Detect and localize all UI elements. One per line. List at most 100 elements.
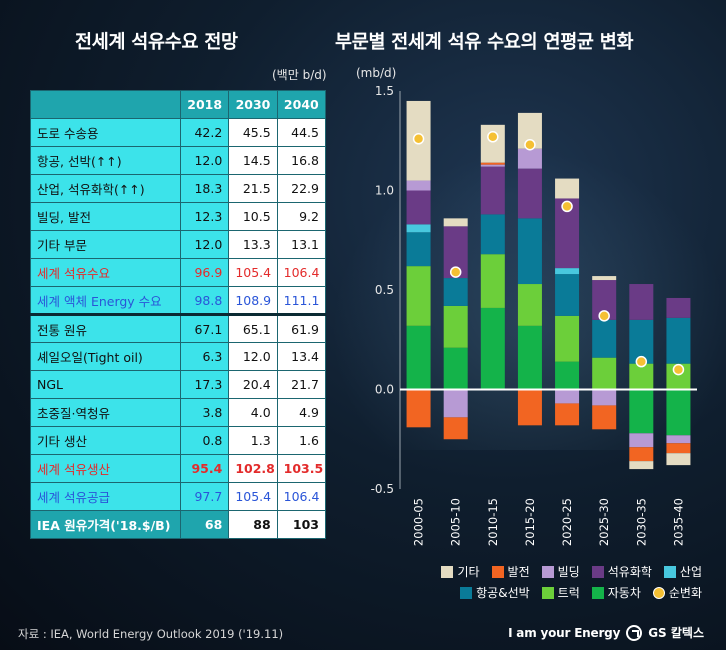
x-tick-label: 2015-20	[523, 498, 537, 546]
value-2018: 95.4	[179, 454, 230, 483]
bar-segment-기타	[592, 276, 617, 281]
value-2040: 1.6	[276, 426, 326, 455]
legend-row-1: 기타 발전 빌딩 석유화학 산업	[441, 563, 702, 580]
value-2030: 10.5	[228, 202, 278, 231]
value-2018: 12.0	[179, 230, 230, 259]
bar-segment-발전	[480, 162, 505, 165]
bar-segment-항공&선박	[517, 218, 542, 285]
legend-item: 석유화학	[591, 563, 652, 580]
net-change-marker	[672, 363, 685, 376]
legend-item: 자동차	[591, 584, 641, 601]
bar-segment-발전	[443, 417, 468, 440]
chart-unit: (mb/d)	[356, 66, 397, 80]
net-change-marker	[561, 200, 573, 213]
value-2030: 108.9	[228, 286, 278, 315]
gs-logo-icon	[626, 624, 643, 641]
value-2018: 96.9	[179, 258, 230, 287]
y-tick-label: 1.5	[375, 84, 394, 98]
bar-segment-트럭	[480, 254, 505, 308]
row-label: 세계 석유공급	[30, 482, 181, 511]
bar-segment-트럭	[406, 266, 431, 326]
y-tick-label: 0.0	[375, 383, 394, 397]
bar-segment-자동차	[555, 361, 580, 390]
chart-title: 부문별 전세계 석유 수요의 연평균 변화	[335, 32, 634, 53]
brand-slogan: I am your Energy	[508, 625, 621, 640]
table-title: 전세계 석유수요 전망	[75, 32, 238, 53]
table-row: 기타 생산 0.8 1.3 1.6	[30, 426, 326, 455]
table-row: 도로 수송용 42.2 45.5 44.5	[30, 118, 326, 147]
row-label: NGL	[30, 370, 181, 399]
value-2030: 4.0	[228, 398, 278, 427]
net-change-marker	[598, 310, 610, 322]
table-row: 세계 석유공급 97.7 105.4 106.4	[30, 482, 326, 511]
value-2018: 6.3	[179, 342, 230, 371]
row-label: 빌딩, 발전	[30, 202, 181, 231]
legend-label: 항공&선박	[476, 586, 530, 600]
bar-segment-자동차	[443, 347, 468, 390]
bar-segment-기타	[666, 453, 691, 466]
row-label: 전통 원유	[30, 313, 181, 343]
bar-segment-항공&선박	[480, 214, 505, 255]
value-2030: 102.8	[228, 454, 278, 483]
y-tick-label: 1.0	[375, 184, 394, 198]
row-label: 세계 액체 Energy 수요	[30, 286, 181, 315]
x-tick-label: 2000-05	[412, 498, 426, 546]
value-2040: 106.4	[276, 482, 326, 511]
bar-segment-발전	[666, 443, 691, 454]
bar-segment-항공&선박	[443, 278, 468, 306]
value-2030: 13.3	[228, 230, 278, 259]
bar-segment-빌딩	[406, 180, 431, 191]
bar-segment-석유화학	[480, 166, 505, 215]
bar-segment-빌딩	[517, 148, 542, 169]
bar-segment-빌딩	[666, 435, 691, 444]
bar-segment-기타	[443, 218, 468, 227]
x-tick-label: 2010-15	[486, 498, 500, 546]
legend-label: 자동차	[607, 586, 641, 600]
legend-swatch	[491, 565, 504, 578]
row-label: 세계 석유생산	[30, 454, 181, 483]
bar-segment-석유화학	[666, 297, 691, 318]
bar-segment-자동차	[406, 325, 431, 390]
legend-swatch	[541, 586, 554, 599]
table-row: 전통 원유 67.1 65.1 61.9	[30, 313, 326, 343]
legend-item: 산업	[663, 563, 702, 580]
legend-item: 항공&선박	[460, 584, 530, 601]
bar-segment-트럭	[443, 305, 468, 348]
bar-segment-석유화학	[517, 168, 542, 219]
net-change-marker	[524, 138, 536, 151]
value-2030: 45.5	[228, 118, 278, 147]
bar-segment-발전	[592, 405, 617, 430]
row-label: 세계 석유수요	[30, 258, 181, 287]
row-label: 기타 부문	[30, 230, 181, 259]
y-tick-label: -0.5	[371, 482, 394, 496]
bar-segment-석유화학	[629, 284, 654, 320]
value-2040: 106.4	[276, 258, 326, 287]
brand-name: GS 칼텍스	[648, 626, 704, 640]
bar-segment-기타	[480, 124, 505, 163]
bar-segment-발전	[517, 389, 542, 426]
value-2018: 17.3	[179, 370, 230, 399]
x-tick-label: 2030-35	[634, 498, 648, 546]
legend-label: 트럭	[557, 586, 580, 600]
table-row: NGL 17.3 20.4 21.7	[30, 370, 326, 399]
value-2040: 13.1	[276, 230, 326, 259]
bar-segment-기타	[629, 461, 654, 470]
value-2040: 22.9	[276, 174, 326, 203]
legend-label: 석유화학	[607, 565, 652, 579]
row-label: IEA 원유가격('18.$/B)	[30, 510, 181, 539]
bar-segment-빌딩	[443, 389, 468, 418]
value-2030: 14.5	[228, 146, 278, 175]
legend-swatch	[541, 565, 554, 578]
legend-item: 발전	[491, 563, 530, 580]
value-2040: 61.9	[276, 313, 326, 343]
x-tick-label: 2005-10	[449, 498, 463, 546]
bar-segment-산업	[555, 268, 580, 275]
legend-label: 빌딩	[557, 565, 580, 579]
x-tick-label: 2020-25	[560, 498, 574, 546]
legend-item: 순변화	[652, 584, 702, 601]
value-2030: 65.1	[228, 313, 278, 343]
value-2040: 111.1	[276, 286, 326, 315]
bar-segment-석유화학	[406, 190, 431, 225]
row-label: 도로 수송용	[30, 118, 181, 147]
